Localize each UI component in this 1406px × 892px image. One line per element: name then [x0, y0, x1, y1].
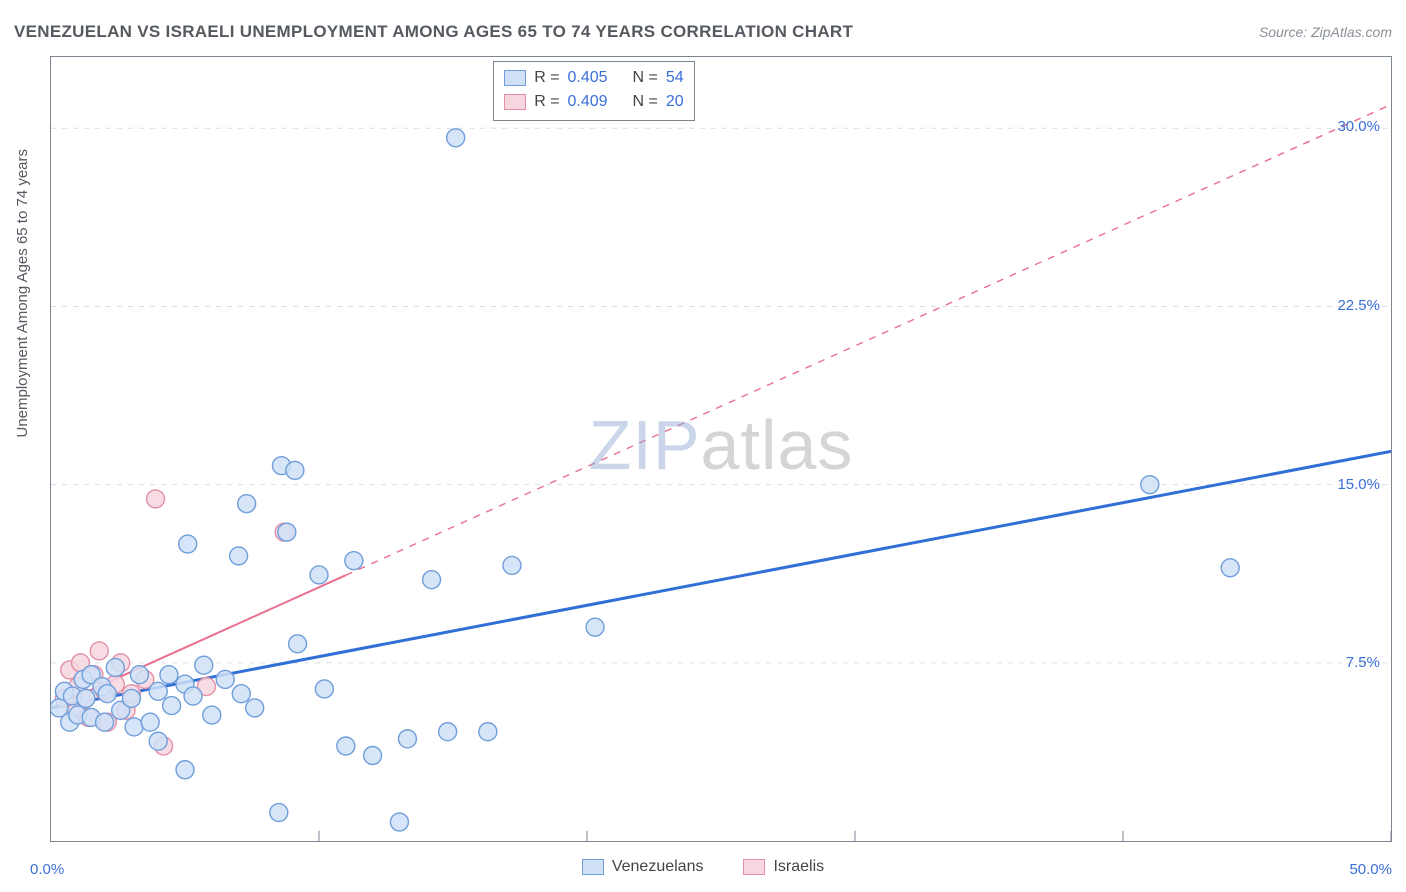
r-value-venezuelans: 0.405: [568, 66, 608, 90]
legend-item-venezuelans: Venezuelans: [582, 858, 704, 876]
stats-row-venezuelans: R = 0.405 N = 54: [504, 66, 683, 90]
y-tick-label: 22.5%: [1337, 297, 1380, 314]
stats-row-israelis: R = 0.409 N = 20: [504, 90, 683, 114]
r-label: R =: [534, 90, 559, 114]
r-value-israelis: 0.409: [568, 90, 608, 114]
swatch-venezuelans: [504, 70, 526, 86]
n-label: N =: [632, 90, 657, 114]
y-tick-label: 30.0%: [1337, 118, 1380, 135]
y-tick-label: 15.0%: [1337, 476, 1380, 493]
swatch-israelis: [743, 859, 765, 875]
scatter-plot: ZIPatlas R = 0.405 N = 54 R = 0.409 N = …: [50, 56, 1392, 842]
chart-title: VENEZUELAN VS ISRAELI UNEMPLOYMENT AMONG…: [14, 22, 853, 42]
swatch-venezuelans: [582, 859, 604, 875]
n-value-venezuelans: 54: [666, 66, 684, 90]
y-axis-label: Unemployment Among Ages 65 to 74 years: [14, 149, 31, 438]
swatch-israelis: [504, 94, 526, 110]
r-label: R =: [534, 66, 559, 90]
series-legend: Venezuelans Israelis: [0, 858, 1406, 876]
n-value-israelis: 20: [666, 90, 684, 114]
legend-label-israelis: Israelis: [773, 858, 824, 876]
n-label: N =: [632, 66, 657, 90]
source-label: Source: ZipAtlas.com: [1259, 24, 1392, 40]
stats-legend: R = 0.405 N = 54 R = 0.409 N = 20: [493, 61, 694, 121]
plot-svg: [51, 57, 1391, 841]
y-tick-label: 7.5%: [1346, 654, 1380, 671]
legend-item-israelis: Israelis: [743, 858, 824, 876]
legend-label-venezuelans: Venezuelans: [612, 858, 704, 876]
